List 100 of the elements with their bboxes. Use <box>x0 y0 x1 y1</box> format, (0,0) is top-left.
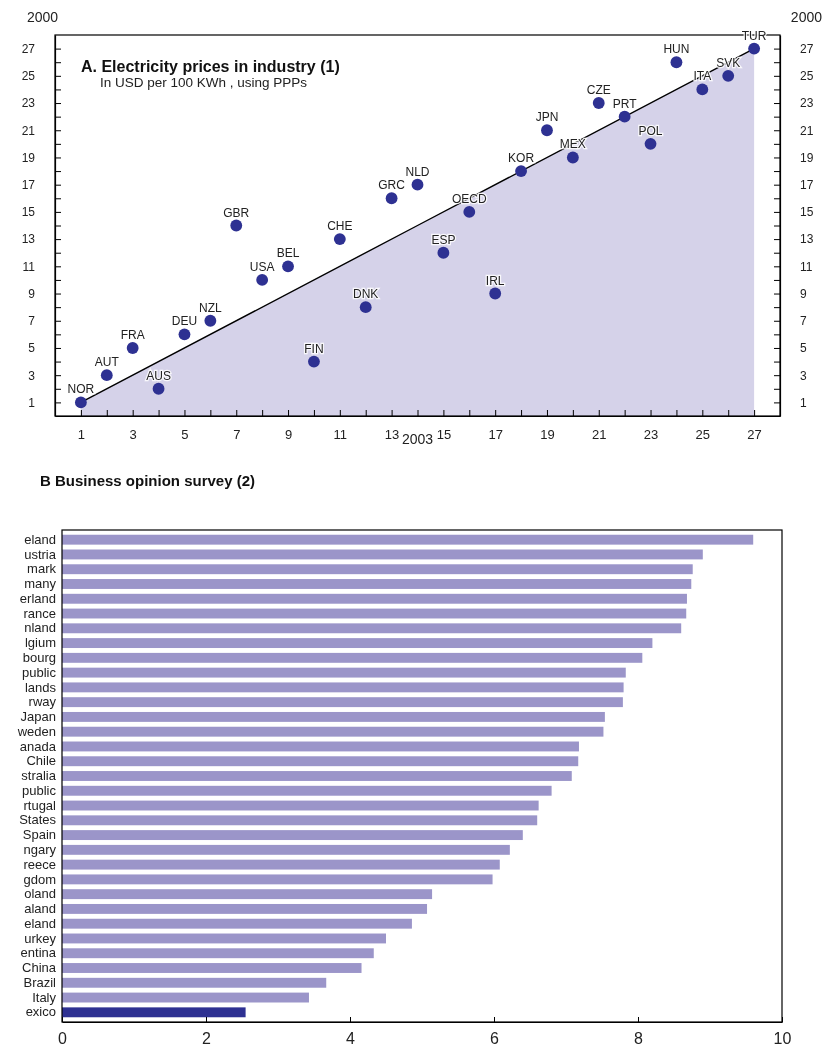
annotation: GBR <box>223 205 250 220</box>
point <box>282 260 294 273</box>
annotation: IRL <box>485 273 505 288</box>
y2-tick-label: 3 <box>800 368 807 383</box>
bar <box>62 844 510 855</box>
y-tick-label: erland <box>19 590 56 606</box>
y-tick-label: weden <box>16 723 56 739</box>
y-tick-label: public <box>22 664 57 680</box>
point <box>618 110 631 123</box>
point <box>178 328 191 341</box>
y-tick-label: 19 <box>21 150 36 165</box>
y2-tick-label: 11 <box>800 259 813 274</box>
x-tick-label: 2 <box>202 1030 212 1048</box>
annotation: DNK <box>353 287 379 302</box>
point <box>152 382 165 395</box>
point <box>359 301 372 314</box>
y2-tick-label: 1 <box>800 395 807 410</box>
point <box>489 287 502 300</box>
annotation: HUN <box>663 42 690 57</box>
bar <box>62 874 493 885</box>
y-tick-label: States <box>19 812 57 828</box>
annotation: AUT <box>94 355 120 370</box>
point <box>592 97 605 109</box>
y-tick-label: Spain <box>22 827 56 843</box>
y2-tick-label: 19 <box>800 150 814 165</box>
bar <box>62 564 693 575</box>
x-tick-label: 15 <box>436 427 452 443</box>
point <box>126 342 139 354</box>
y-tick-label: Brazil <box>23 974 57 990</box>
y-tick-label: entina <box>20 945 57 961</box>
x-tick-label: 21 <box>592 427 607 443</box>
y-tick-label: anada <box>19 738 57 754</box>
y-tick-label: bourg <box>22 650 56 665</box>
annotation: NZL <box>199 300 223 315</box>
bar <box>62 903 428 914</box>
bar <box>62 830 523 841</box>
y2-tick-label: 27 <box>800 41 814 56</box>
y2-tick-label: 17 <box>800 178 814 193</box>
point <box>204 314 217 327</box>
y-tick-label: eland <box>24 531 56 547</box>
annotation: FIN <box>304 341 324 356</box>
y-tick-label: 11 <box>22 259 36 274</box>
point <box>100 369 113 382</box>
y-tick-label: 3 <box>28 368 36 383</box>
bar <box>62 815 538 826</box>
bar <box>62 608 687 619</box>
x-tick-label: 17 <box>488 427 503 443</box>
annotation: NOR <box>67 382 95 397</box>
annotation: CHE <box>327 219 353 234</box>
y-tick-label: 1 <box>28 395 36 410</box>
point <box>230 219 243 232</box>
y2-axis-title: 2000 <box>790 9 823 25</box>
x-tick-label: 25 <box>695 427 711 443</box>
y2-tick-label: 9 <box>800 286 807 301</box>
annotation: GRC <box>378 178 406 193</box>
text: In USD per 100 KWh , using PPPs <box>100 75 308 90</box>
point <box>566 151 579 164</box>
y-tick-label: 21 <box>21 123 36 138</box>
annotation: DEU <box>171 314 198 329</box>
y-tick-label: stralia <box>21 768 57 784</box>
y2-tick-label: 13 <box>800 232 814 247</box>
x-tick-label: 19 <box>540 427 555 443</box>
y-tick-label: China <box>22 960 57 976</box>
y-tick-label: rance <box>23 605 56 621</box>
x-tick-label: 4 <box>346 1030 356 1048</box>
y-tick-label: oland <box>24 886 56 902</box>
x-tick-label: 5 <box>181 427 189 443</box>
point <box>256 274 269 286</box>
point <box>515 165 527 177</box>
bar <box>62 771 572 781</box>
bar <box>62 593 687 604</box>
bar <box>62 638 653 649</box>
y2-tick-label: 15 <box>800 205 814 220</box>
bar <box>62 948 374 959</box>
y-tick-label: reece <box>23 856 56 872</box>
point <box>722 69 735 82</box>
bar <box>62 992 309 1003</box>
bar <box>62 726 604 737</box>
y-tick-label: 23 <box>21 96 36 111</box>
x-tick-label: 8 <box>634 1030 644 1048</box>
point <box>437 246 450 259</box>
point <box>696 83 709 96</box>
text: A. Electricity prices in industry (1) <box>81 58 340 75</box>
point <box>541 124 553 137</box>
point <box>308 355 320 368</box>
y-tick-label: 7 <box>28 314 36 329</box>
y-tick-label: Italy <box>32 989 57 1005</box>
y2-tick-label: 5 <box>800 341 807 356</box>
y-tick-label: mark <box>27 561 57 577</box>
y-tick-label: 13 <box>21 232 36 247</box>
x-tick-label: 13 <box>384 427 400 443</box>
bar <box>62 800 539 811</box>
annotation: ESP <box>431 232 456 247</box>
bar <box>62 579 692 589</box>
y-tick-label: 9 <box>28 286 36 301</box>
y-tick-label: rtugal <box>23 797 57 813</box>
bar <box>62 1007 246 1018</box>
bar <box>62 977 327 988</box>
x-tick-label: 27 <box>747 427 762 443</box>
annotation: FRA <box>120 327 145 342</box>
